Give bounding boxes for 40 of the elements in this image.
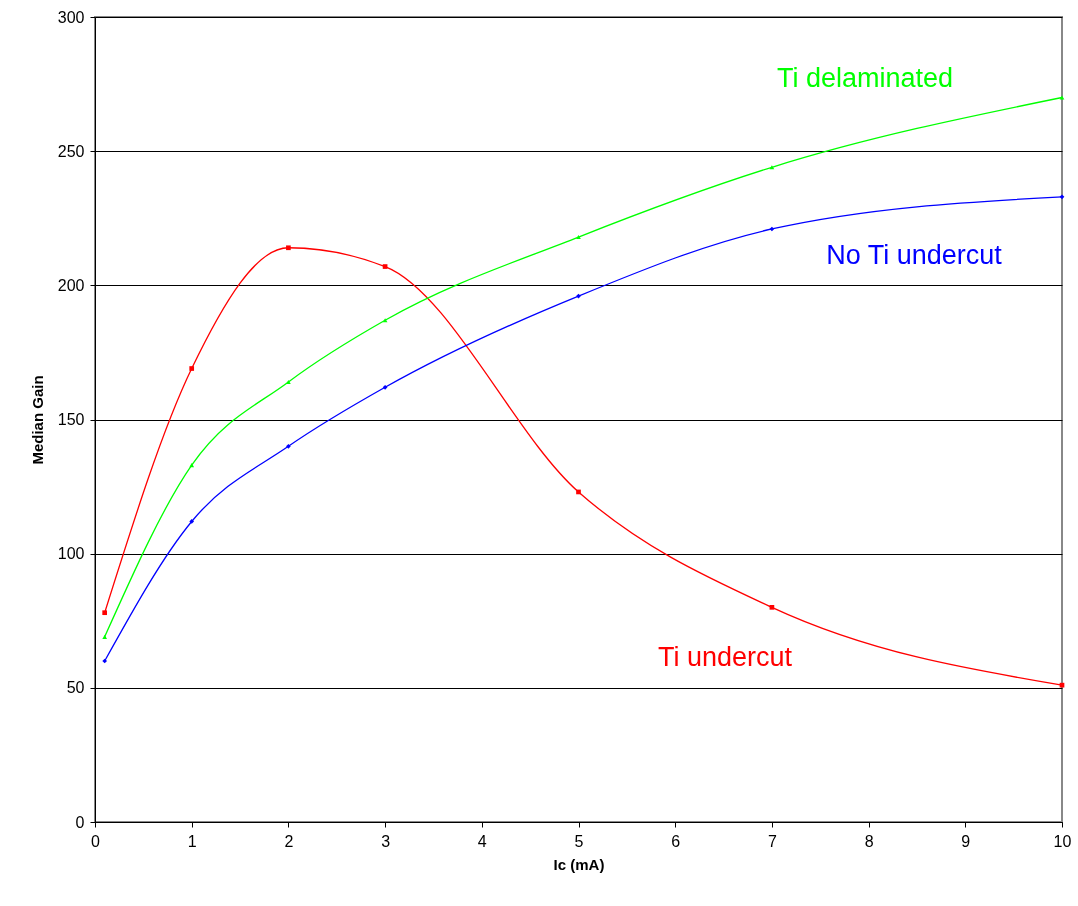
point: [189, 519, 195, 524]
point: [286, 245, 291, 251]
point: [382, 264, 388, 269]
y-axis-title: Median Gain: [28, 375, 46, 465]
y-tick-label: 250: [57, 142, 85, 160]
x-axis-title: Ic (mA): [553, 855, 605, 873]
point: [189, 366, 195, 371]
point: [382, 384, 388, 390]
x-tick-label: 2: [284, 832, 294, 850]
point: [769, 226, 775, 232]
point: [769, 604, 775, 610]
point: [286, 379, 291, 384]
series-label: Ti undercut: [657, 642, 793, 673]
point: [1059, 95, 1065, 100]
y-tick-label: 0: [75, 813, 85, 831]
point: [576, 489, 581, 495]
x-tick-label: 1: [187, 832, 197, 850]
x-tick-label: 0: [91, 832, 101, 850]
point: [286, 443, 291, 449]
x-tick-label: 5: [574, 832, 584, 850]
y-tick-label: 50: [66, 679, 85, 697]
point: [102, 634, 108, 639]
x-tick-label: 6: [671, 832, 681, 850]
series-label: Ti delaminated: [776, 62, 954, 93]
point: [102, 610, 108, 616]
point: [1059, 194, 1065, 200]
x-tick-label: 7: [767, 832, 777, 850]
y-tick-label: 150: [57, 411, 85, 428]
y-tick-label: 200: [57, 276, 85, 294]
series-label: No Ti undercut: [826, 239, 1003, 270]
point: [102, 658, 108, 664]
y-tick-label: 100: [57, 545, 85, 563]
x-tick-label: 4: [477, 832, 487, 850]
point: [189, 463, 195, 468]
x-tick-label: 3: [381, 832, 391, 850]
x-tick-label: 8: [864, 832, 874, 850]
point: [576, 235, 581, 240]
x-tick-label: 10: [1053, 832, 1072, 850]
x-tick-label: 9: [961, 832, 971, 850]
y-tick-label: 300: [57, 8, 85, 26]
